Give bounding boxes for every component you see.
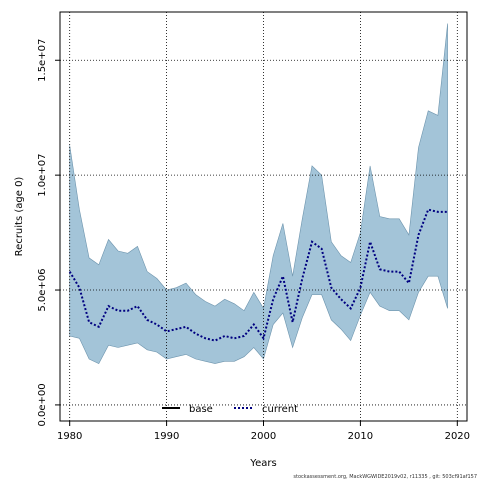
x-tick-label-1980: 1980 — [57, 431, 82, 442]
legend-label-current: current — [262, 404, 298, 415]
x-tick-label-2010: 2010 — [348, 431, 373, 442]
series-line-current — [68, 208, 448, 342]
footer-credit: stockassessment.org, MackWGWIDE2019v02, … — [293, 474, 477, 480]
x-tick-label-2020: 2020 — [445, 431, 470, 442]
confidence-band — [69, 23, 448, 364]
confidence-band-layer — [69, 23, 448, 364]
legend-label-base: base — [189, 404, 213, 415]
legend: base current — [162, 404, 298, 415]
x-axis-title: Years — [249, 458, 276, 469]
y-tick-label-10000000: 1.0e+07 — [37, 154, 48, 197]
grid-layer — [60, 12, 467, 421]
y-tick-label-15000000: 1.5e+07 — [37, 39, 48, 82]
y-axis-title: Recruits (age 0) — [14, 177, 25, 257]
y-tick-label-5000000: 5.0e+06 — [37, 268, 48, 311]
y-tick-label-0: 0.0e+00 — [37, 383, 48, 426]
axis-layer: 1980 1990 2000 2010 2020 0.0e+00 5.0e+06 1.0e+0… — [37, 39, 470, 442]
x-tick-label-2000: 2000 — [251, 431, 276, 442]
series-line-layer — [68, 208, 448, 342]
x-tick-label-1990: 1990 — [154, 431, 179, 442]
